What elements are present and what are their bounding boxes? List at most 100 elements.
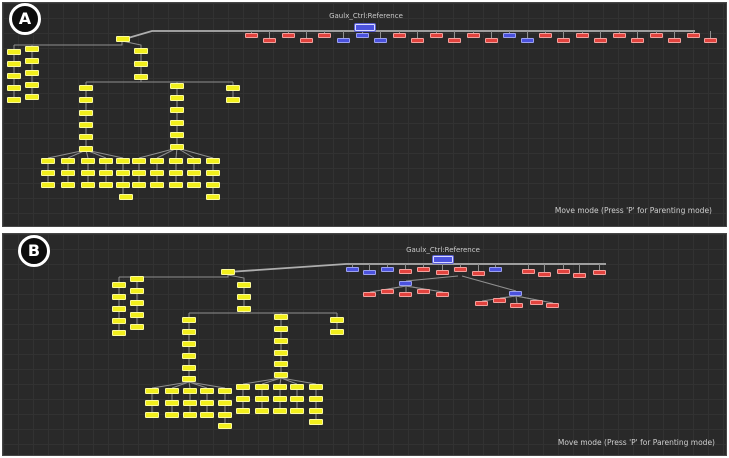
joint-node-yellow[interactable] <box>150 170 164 176</box>
joint-node-yellow[interactable] <box>165 400 179 406</box>
joint-node-yellow[interactable] <box>169 170 183 176</box>
control-node-blue[interactable] <box>337 38 350 43</box>
control-node-red[interactable] <box>522 269 535 274</box>
control-node-red[interactable] <box>436 270 449 275</box>
control-node-red[interactable] <box>557 38 570 43</box>
joint-node-yellow[interactable] <box>200 412 214 418</box>
control-node-red[interactable] <box>417 267 430 272</box>
control-node-red[interactable] <box>475 301 488 306</box>
joint-node-yellow[interactable] <box>116 158 130 164</box>
control-node-red[interactable] <box>263 38 276 43</box>
joint-node-yellow[interactable] <box>81 158 95 164</box>
joint-node-yellow[interactable] <box>182 365 196 371</box>
control-node-blue[interactable] <box>509 291 522 296</box>
control-node-red[interactable] <box>318 33 331 38</box>
joint-node-yellow[interactable] <box>182 353 196 359</box>
joint-node-yellow[interactable] <box>7 73 21 79</box>
control-node-red[interactable] <box>593 270 606 275</box>
joint-node-yellow[interactable] <box>237 306 251 312</box>
joint-node-yellow[interactable] <box>274 372 288 378</box>
joint-node-yellow[interactable] <box>169 158 183 164</box>
joint-node-yellow[interactable] <box>130 300 144 306</box>
joint-node-yellow[interactable] <box>132 182 146 188</box>
joint-node-yellow[interactable] <box>116 182 130 188</box>
joint-node-yellow[interactable] <box>290 408 304 414</box>
joint-node-yellow[interactable] <box>25 70 39 76</box>
control-node-red[interactable] <box>417 289 430 294</box>
joint-node-yellow[interactable] <box>274 350 288 356</box>
joint-node-yellow[interactable] <box>145 400 159 406</box>
control-node-red[interactable] <box>668 38 681 43</box>
joint-node-yellow[interactable] <box>206 182 220 188</box>
joint-node-yellow[interactable] <box>274 361 288 367</box>
control-node-red[interactable] <box>573 273 586 278</box>
joint-node-yellow[interactable] <box>183 400 197 406</box>
joint-node-yellow[interactable] <box>79 122 93 128</box>
control-node-blue[interactable] <box>381 267 394 272</box>
joint-node-yellow[interactable] <box>99 158 113 164</box>
control-node-red[interactable] <box>650 33 663 38</box>
joint-node-yellow[interactable] <box>273 384 287 390</box>
joint-node-yellow[interactable] <box>145 412 159 418</box>
joint-node-yellow[interactable] <box>61 170 75 176</box>
joint-node-yellow[interactable] <box>182 376 196 382</box>
joint-node-yellow[interactable] <box>182 317 196 323</box>
control-node-red[interactable] <box>282 33 295 38</box>
control-node-red[interactable] <box>467 33 480 38</box>
reference-node[interactable] <box>355 24 375 31</box>
control-node-red[interactable] <box>454 267 467 272</box>
joint-node-yellow[interactable] <box>79 97 93 103</box>
control-node-red[interactable] <box>399 269 412 274</box>
control-node-blue[interactable] <box>399 281 412 286</box>
joint-node-yellow[interactable] <box>290 384 304 390</box>
joint-node-yellow[interactable] <box>150 158 164 164</box>
joint-node-yellow[interactable] <box>165 388 179 394</box>
joint-node-yellow[interactable] <box>182 329 196 335</box>
joint-node-yellow[interactable] <box>169 182 183 188</box>
joint-node-yellow[interactable] <box>25 82 39 88</box>
joint-node-yellow[interactable] <box>165 412 179 418</box>
control-node-red[interactable] <box>594 38 607 43</box>
joint-node-yellow[interactable] <box>25 94 39 100</box>
joint-node-yellow[interactable] <box>170 83 184 89</box>
control-node-red[interactable] <box>704 38 717 43</box>
joint-node-yellow[interactable] <box>309 396 323 402</box>
control-node-blue[interactable] <box>356 33 369 38</box>
joint-node-yellow[interactable] <box>130 324 144 330</box>
control-node-red[interactable] <box>300 38 313 43</box>
joint-node-yellow[interactable] <box>274 314 288 320</box>
control-node-red[interactable] <box>436 292 449 297</box>
joint-node-yellow[interactable] <box>41 158 55 164</box>
control-node-red[interactable] <box>687 33 700 38</box>
joint-node-yellow[interactable] <box>255 384 269 390</box>
joint-node-yellow[interactable] <box>236 396 250 402</box>
joint-node-yellow[interactable] <box>170 132 184 138</box>
joint-node-yellow[interactable] <box>218 412 232 418</box>
control-node-red[interactable] <box>631 38 644 43</box>
joint-node-yellow[interactable] <box>221 269 235 275</box>
joint-node-yellow[interactable] <box>99 170 113 176</box>
joint-node-yellow[interactable] <box>79 134 93 140</box>
control-node-red[interactable] <box>472 271 485 276</box>
joint-node-yellow[interactable] <box>309 408 323 414</box>
joint-node-yellow[interactable] <box>182 341 196 347</box>
control-node-blue[interactable] <box>521 38 534 43</box>
joint-node-yellow[interactable] <box>274 326 288 332</box>
control-node-red[interactable] <box>399 292 412 297</box>
joint-node-yellow[interactable] <box>112 306 126 312</box>
control-node-blue[interactable] <box>374 38 387 43</box>
joint-node-yellow[interactable] <box>187 170 201 176</box>
joint-node-yellow[interactable] <box>200 388 214 394</box>
joint-node-yellow[interactable] <box>79 146 93 152</box>
joint-node-yellow[interactable] <box>112 330 126 336</box>
joint-node-yellow[interactable] <box>130 276 144 282</box>
joint-node-yellow[interactable] <box>170 144 184 150</box>
joint-node-yellow[interactable] <box>183 412 197 418</box>
joint-node-yellow[interactable] <box>7 61 21 67</box>
control-node-red[interactable] <box>613 33 626 38</box>
joint-node-yellow[interactable] <box>187 158 201 164</box>
joint-node-yellow[interactable] <box>255 396 269 402</box>
joint-node-yellow[interactable] <box>170 95 184 101</box>
joint-node-yellow[interactable] <box>218 388 232 394</box>
joint-node-yellow[interactable] <box>206 170 220 176</box>
